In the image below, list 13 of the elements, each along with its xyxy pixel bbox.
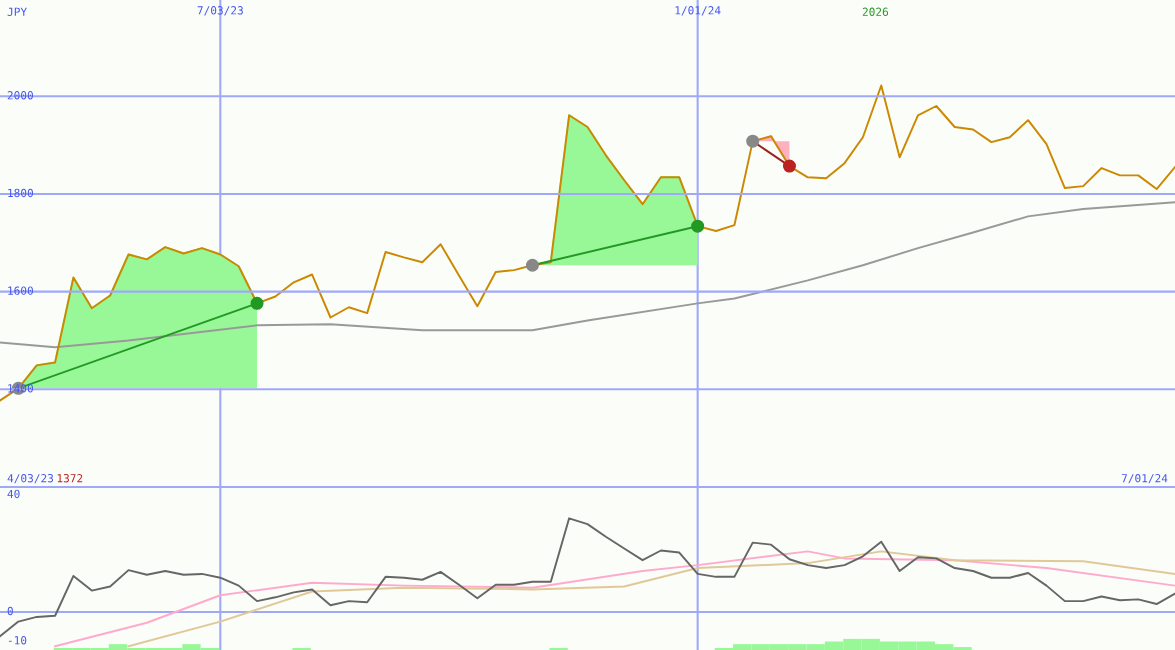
y-tick-label: 40 <box>7 489 20 499</box>
annotation: 2026 <box>862 7 889 16</box>
annotation: 1372 <box>57 474 83 483</box>
x-tick-label: 1/01/24 <box>675 6 721 16</box>
annotation: 7/01/24 <box>1121 474 1168 484</box>
y-tick-label: 2000 <box>7 91 33 100</box>
annotation: JPY <box>7 7 27 16</box>
y-tick-label: -10 <box>8 636 27 645</box>
y-tick-label: 0 <box>7 606 13 616</box>
x-tick-label: 7/03/23 <box>197 6 243 16</box>
y-tick-label: 1600 <box>8 286 33 295</box>
y-tick-label: 1800 <box>8 188 33 198</box>
annotation: 4/03/23 <box>7 474 54 484</box>
